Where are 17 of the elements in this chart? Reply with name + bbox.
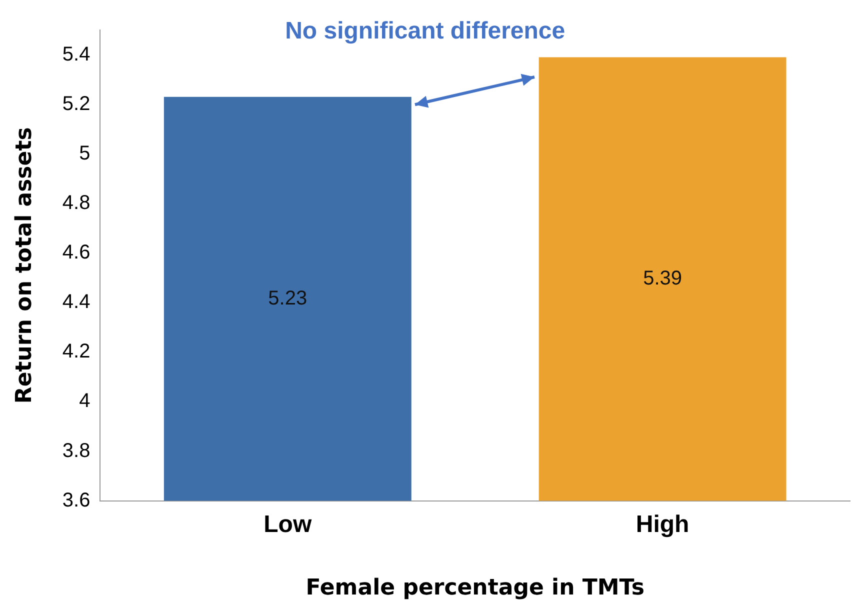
annotation: No significant difference bbox=[285, 18, 566, 45]
y-tick-label: 5.4 bbox=[62, 43, 90, 66]
y-tick-label: 5.2 bbox=[62, 92, 90, 115]
x-tick-label: High bbox=[636, 510, 690, 538]
y-tick-label: 5 bbox=[79, 142, 90, 164]
x-axis-title: Female percentage in TMTs bbox=[306, 576, 644, 601]
y-tick-label: 4 bbox=[79, 390, 90, 412]
y-tick-label: 4.8 bbox=[62, 192, 90, 214]
x-tick-label: Low bbox=[264, 510, 312, 538]
y-tick-label: 3.6 bbox=[62, 489, 90, 512]
y-axis-title: Return on total assets bbox=[12, 127, 37, 404]
y-tick-label: 3.8 bbox=[62, 440, 90, 462]
data-label: 5.39 bbox=[643, 268, 682, 290]
y-tick-label: 4.6 bbox=[62, 242, 90, 264]
y-tick-label: 4.2 bbox=[62, 340, 90, 363]
y-tick-label: 4.4 bbox=[62, 291, 90, 314]
data-label: 5.23 bbox=[268, 287, 308, 310]
